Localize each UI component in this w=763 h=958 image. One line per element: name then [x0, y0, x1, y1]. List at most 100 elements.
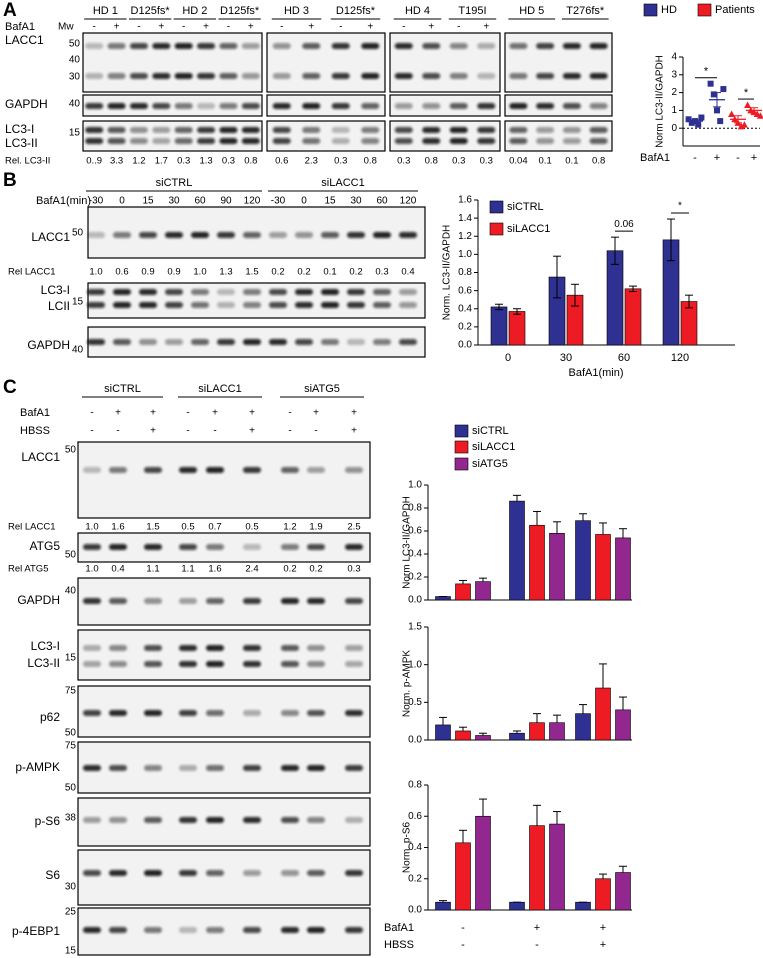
treatment-value: -: [182, 22, 185, 33]
significance-label: 0.06: [614, 219, 634, 230]
band: [217, 289, 235, 295]
rel-value: 0.2: [309, 564, 322, 575]
y-tick-label: 0.4: [408, 842, 422, 853]
treatment-value: -: [116, 426, 119, 437]
y-tick-label: 1: [671, 105, 677, 116]
band: [302, 138, 321, 144]
band: [536, 43, 555, 49]
band: [83, 544, 101, 550]
y-tick-label: 0.0: [408, 905, 422, 916]
band: [109, 710, 127, 716]
bar: [615, 537, 631, 601]
x-tick-label: 0: [505, 352, 511, 364]
rel-value: 0.2: [349, 267, 362, 278]
treatment-value: -: [186, 426, 189, 437]
point: [717, 118, 724, 125]
rel-label: Rel LACC1: [8, 522, 56, 533]
y-tick-label: 0.5: [408, 697, 422, 708]
x-row-value: +: [600, 922, 606, 934]
band: [129, 73, 148, 79]
blot-panel: [504, 94, 613, 117]
treatment-value: 0: [119, 196, 125, 207]
band: [206, 544, 224, 550]
x-row-value: -: [461, 939, 465, 951]
bar: [575, 713, 591, 741]
band: [197, 43, 216, 49]
treatment-label: BafA1: [20, 407, 50, 419]
rel-value: 0.6: [115, 267, 128, 278]
rel-value: 0.3: [397, 156, 410, 167]
treatment-value: -: [90, 408, 93, 419]
mw-marker: 25: [65, 907, 77, 918]
bar: [549, 532, 565, 601]
legend-label: siCTRL: [507, 201, 544, 213]
rel-value: 1.9: [309, 522, 322, 533]
band: [307, 817, 325, 823]
blot-panel: [82, 94, 263, 117]
rel-value: 0.4: [111, 564, 124, 575]
lane-group-label: siATG5: [304, 383, 340, 395]
protein-label: LACC1: [21, 450, 60, 464]
protein-label: ATG5: [30, 539, 61, 553]
band: [87, 289, 105, 295]
treatment-value: -: [137, 22, 140, 33]
bar: [490, 306, 508, 346]
bar: [606, 250, 624, 346]
band: [241, 103, 260, 109]
protein-label: LC3-II: [27, 656, 60, 670]
treatment-value: +: [483, 22, 489, 33]
mw-marker: 50: [72, 228, 84, 239]
band: [243, 765, 261, 771]
treatment-value: -: [402, 22, 405, 33]
band: [307, 467, 325, 473]
point: [698, 114, 705, 121]
rel-value: 1.0: [85, 564, 98, 575]
band: [509, 127, 528, 133]
band: [129, 103, 148, 109]
blot-panel: [389, 94, 501, 117]
x-axis-title: BafA1(min): [568, 367, 623, 379]
mw-marker: 15: [65, 653, 77, 664]
rel-value: 0.3: [177, 156, 190, 167]
band: [307, 765, 325, 771]
band: [361, 127, 380, 133]
mw-marker: 30: [65, 882, 77, 893]
band: [536, 127, 555, 133]
rel-value: 0.7: [208, 522, 221, 533]
mw-marker: 50: [69, 39, 81, 50]
bar: [615, 872, 631, 911]
treatment-value: -: [457, 22, 460, 33]
band: [269, 339, 287, 345]
band: [536, 73, 555, 79]
band: [509, 138, 528, 144]
band: [307, 544, 325, 550]
band: [281, 765, 299, 771]
band: [373, 289, 391, 295]
band: [345, 710, 363, 716]
legend-swatch: [489, 222, 504, 236]
protein-label: LC3-I: [31, 639, 60, 653]
y-tick-label: 0.4: [458, 303, 472, 314]
y-tick-label: 0.4: [408, 549, 422, 560]
treatment-value: +: [249, 408, 255, 419]
band: [562, 127, 581, 133]
band: [394, 103, 413, 109]
rel-value: 1.1: [146, 564, 159, 575]
lane-group-label: siLACC1: [321, 177, 364, 189]
lane-group-label: D125fs*: [336, 5, 376, 17]
bar: [508, 311, 526, 346]
treatment-value: -: [288, 408, 291, 419]
rel-label: Rel LACC1: [8, 267, 56, 278]
band: [449, 43, 468, 49]
x-row-label: BafA1: [384, 922, 414, 934]
band: [321, 289, 339, 295]
band: [152, 103, 171, 109]
band: [477, 138, 496, 144]
band: [307, 710, 325, 716]
band: [206, 661, 224, 667]
band: [83, 927, 101, 933]
point: [707, 80, 714, 87]
band: [83, 710, 101, 716]
band: [394, 127, 413, 133]
rel-value: 0.3: [334, 156, 347, 167]
